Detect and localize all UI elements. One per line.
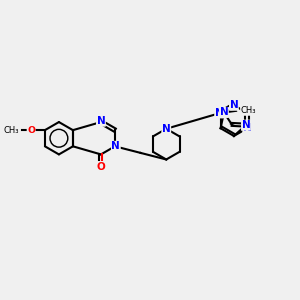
Text: CH₃: CH₃	[241, 106, 256, 115]
Text: N: N	[112, 141, 120, 151]
Text: N: N	[220, 107, 228, 118]
Text: N: N	[215, 108, 224, 118]
Text: N: N	[97, 116, 105, 126]
Text: =: =	[229, 122, 235, 128]
Text: O: O	[27, 126, 35, 135]
Text: N: N	[162, 124, 171, 134]
Text: N: N	[243, 123, 252, 133]
Text: CH₃: CH₃	[4, 126, 19, 135]
Text: N: N	[230, 100, 238, 110]
Text: N: N	[242, 120, 250, 130]
Text: O: O	[97, 161, 105, 172]
